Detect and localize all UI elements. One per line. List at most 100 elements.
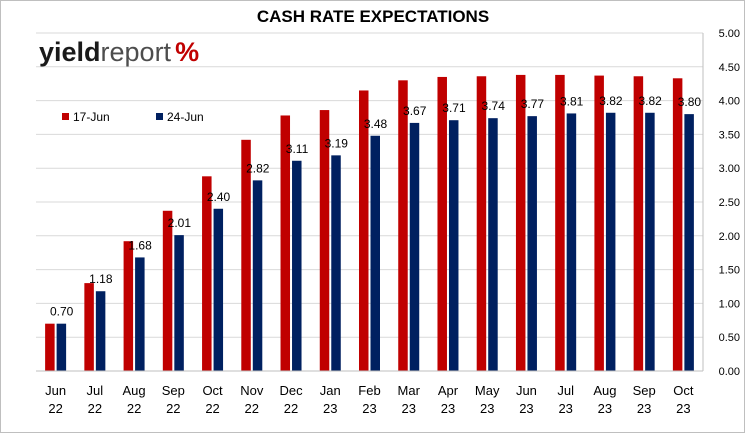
bar-24-jun [448, 120, 459, 371]
x-tick-year: 23 [637, 401, 651, 416]
bar-17-jun [359, 90, 369, 372]
legend-label-17-jun: 17-Jun [73, 110, 110, 124]
logo: yieldreport% [39, 37, 199, 67]
legend-swatch-17-jun [62, 113, 69, 120]
x-tick-month: Sep [633, 383, 656, 398]
data-label-24-jun: 3.82 [638, 94, 662, 108]
bar-17-jun [45, 323, 55, 371]
x-tick-year: 23 [676, 401, 690, 416]
bar-17-jun [202, 176, 212, 371]
x-tick-year: 23 [480, 401, 494, 416]
x-tick-year: 23 [402, 401, 416, 416]
legend: 17-Jun 24-Jun [62, 110, 204, 124]
x-tick-month: Feb [358, 383, 380, 398]
bar-17-jun [162, 210, 173, 371]
data-label-24-jun: 1.18 [89, 272, 113, 286]
bar-17-jun [437, 76, 447, 371]
legend-swatch-24-jun [156, 113, 163, 120]
bar-17-jun [476, 76, 487, 371]
bar-24-jun [370, 135, 380, 371]
data-label-24-jun: 3.74 [482, 99, 506, 113]
y-tick-label: 5.00 [719, 28, 740, 40]
x-tick-month: Dec [279, 383, 303, 398]
x-tick-year: 23 [441, 401, 455, 416]
x-tick-month: Apr [438, 383, 459, 398]
data-label-24-jun: 1.68 [128, 238, 152, 252]
x-tick-year: 22 [166, 401, 180, 416]
x-axis-labels: Jun 22 Jul 22 Aug 22 Sep 22 Oct 22 Nov 22 Dec 22 Jan 23… [45, 383, 694, 416]
bar-24-jun [488, 118, 498, 372]
bar-17-jun [123, 241, 134, 371]
x-tick-month: Aug [593, 383, 616, 398]
x-tick-year: 22 [284, 401, 298, 416]
legend-label-24-jun: 24-Jun [167, 110, 204, 124]
data-label-24-jun: 2.01 [168, 216, 192, 230]
data-label-24-jun: 2.82 [246, 161, 270, 175]
bar-24-jun [684, 114, 694, 372]
bar-17-jun [672, 78, 683, 372]
x-tick-month: May [475, 383, 500, 398]
bar-24-jun [213, 208, 224, 371]
bar-24-jun [645, 112, 655, 371]
x-tick-month: Jul [87, 383, 104, 398]
data-label-24-jun: 0.70 [50, 305, 74, 319]
x-tick-month: Jul [557, 383, 574, 398]
x-tick-month: Sep [162, 383, 185, 398]
x-tick-year: 22 [205, 401, 219, 416]
bar-24-jun [174, 235, 184, 371]
x-tick-month: Jun [516, 383, 537, 398]
data-label-24-jun: 3.19 [325, 136, 349, 150]
bar-24-jun [95, 291, 106, 371]
bar-24-jun [56, 323, 67, 371]
y-axis-ticks: 0.00 0.50 1.00 1.50 2.00 2.50 3.00 3.50 4.00 4.50… [719, 28, 740, 378]
bar-24-jun [292, 160, 302, 371]
data-label-24-jun: 3.71 [442, 101, 466, 115]
y-tick-label: 1.50 [719, 265, 740, 277]
x-tick-year: 23 [519, 401, 533, 416]
x-tick-month: Jan [320, 383, 341, 398]
y-tick-label: 0.00 [719, 366, 740, 378]
logo-part-report: report [101, 37, 172, 67]
data-label-24-jun: 3.81 [560, 94, 584, 108]
bar-24-jun [135, 257, 145, 371]
y-tick-label: 1.00 [719, 298, 740, 310]
logo-part-yield: yield [39, 37, 101, 67]
logo-part-percent: % [175, 37, 199, 67]
bars [45, 74, 694, 372]
x-tick-year: 23 [598, 401, 612, 416]
data-label-24-jun: 3.80 [678, 95, 702, 109]
x-tick-year: 23 [558, 401, 572, 416]
x-tick-month: Nov [240, 383, 264, 398]
data-label-24-jun: 3.67 [403, 104, 427, 118]
x-tick-year: 22 [88, 401, 102, 416]
x-tick-month: Aug [123, 383, 146, 398]
y-tick-label: 0.50 [719, 332, 740, 344]
bar-24-jun [409, 122, 420, 372]
chart-title: CASH RATE EXPECTATIONS [257, 7, 489, 26]
bar-17-jun [633, 76, 644, 371]
data-labels: 0.70 1.18 1.68 2.01 2.40 2.82 3.11 3.19 3.48 3.67… [50, 94, 701, 319]
y-tick-label: 2.50 [719, 197, 740, 209]
bar-24-jun [566, 113, 577, 371]
y-tick-label: 2.00 [719, 231, 740, 243]
bar-17-jun [84, 283, 94, 371]
data-label-24-jun: 3.48 [364, 117, 388, 131]
bar-17-jun [515, 74, 526, 372]
y-tick-label: 4.00 [719, 96, 740, 108]
x-tick-year: 22 [127, 401, 141, 416]
bar-24-jun [252, 180, 263, 371]
x-tick-month: Oct [202, 383, 223, 398]
bar-17-jun [319, 110, 330, 372]
x-tick-month: Jun [45, 383, 66, 398]
y-tick-label: 4.50 [719, 62, 740, 74]
x-tick-year: 23 [362, 401, 376, 416]
gridlines [36, 32, 703, 338]
logo-text: yieldreport% [39, 37, 199, 67]
bar-17-jun [241, 139, 251, 371]
y-tick-label: 3.00 [719, 163, 740, 175]
bar-17-jun [555, 74, 565, 372]
x-tick-month: Oct [673, 383, 694, 398]
bar-17-jun [594, 75, 604, 371]
